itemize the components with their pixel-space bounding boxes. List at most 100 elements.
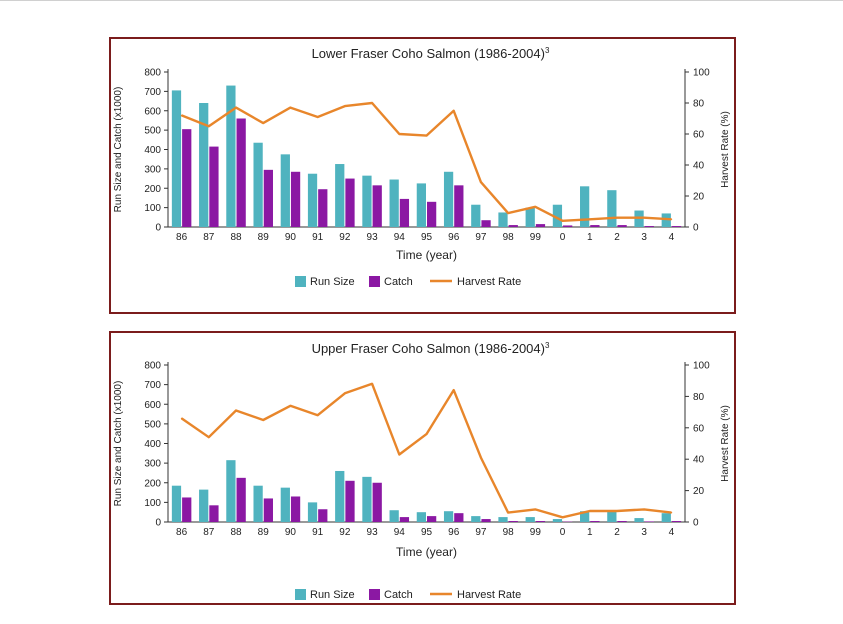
harvest-rate-point [534, 508, 537, 511]
y2-tick-label: 100 [693, 68, 710, 79]
y-axis-label: Run Size and Catch (x1000) [113, 87, 124, 213]
catch-bar [535, 521, 546, 522]
run-size-bar [580, 186, 590, 227]
upper-fraser-chart: Upper Fraser Coho Salmon (1986-2004)3010… [113, 341, 731, 601]
run-size-bar [498, 517, 508, 522]
harvest-rate-point [588, 218, 591, 221]
harvest-rate-point [507, 511, 509, 514]
y-tick-label: 800 [144, 68, 161, 79]
x-tick-label: 97 [475, 232, 487, 243]
harvest-rate-point [480, 181, 482, 183]
catch-bar [481, 519, 491, 522]
harvest-rate-point [262, 122, 265, 124]
y-tick-label: 300 [144, 459, 161, 470]
legend-harvest-rate-label: Harvest Rate [457, 589, 521, 601]
legend-catch-swatch [369, 589, 380, 600]
harvest-rate-point [235, 409, 237, 412]
run-size-bar [199, 489, 209, 522]
harvest-rate-point [588, 510, 591, 512]
catch-bar [345, 480, 355, 522]
run-size-bar [498, 212, 508, 227]
run-size-bar [389, 510, 399, 522]
catch-bar [508, 225, 518, 227]
y2-tick-label: 20 [693, 192, 705, 203]
y-tick-label: 800 [144, 361, 161, 372]
run-size-bar [525, 207, 535, 227]
run-size-bar [607, 511, 617, 522]
legend: Run Size Catch Harvest Rate [295, 589, 521, 601]
run-size-bar [443, 511, 454, 522]
harvest-rate-point [670, 218, 673, 221]
x-tick-label: 97 [475, 527, 487, 538]
x-tick-label: 3 [641, 527, 647, 538]
top-divider [0, 0, 843, 1]
catch-bar [209, 505, 219, 522]
y2-tick-label: 80 [693, 99, 705, 110]
catch-bar [508, 521, 518, 522]
x-tick-label: 86 [176, 232, 188, 243]
run-size-bar [471, 204, 481, 227]
chart-title-superscript: 3 [545, 341, 550, 350]
run-size-bar [607, 190, 617, 227]
catch-bar [372, 185, 382, 227]
x-tick-label: 95 [421, 527, 433, 538]
x-tick-label: 96 [448, 232, 460, 243]
run-size-bar [580, 511, 590, 522]
harvest-rate-point [616, 216, 618, 219]
run-size-bar [362, 476, 372, 522]
catch-bar [644, 521, 654, 522]
run-size-bar [171, 485, 182, 522]
y-tick-label: 300 [144, 164, 161, 175]
harvest-rate-point [289, 106, 292, 109]
y-tick-label: 700 [144, 380, 161, 391]
x-tick-label: 98 [503, 232, 515, 243]
catch-bar [290, 171, 301, 227]
y2-tick-label: 60 [693, 130, 705, 141]
x-tick-label: 4 [669, 232, 675, 243]
y2-tick-label: 60 [693, 423, 705, 434]
x-tick-label: 1 [587, 232, 593, 243]
catch-bar [590, 521, 600, 522]
catch-bar [535, 224, 546, 227]
run-size-bar [661, 513, 671, 522]
x-tick-label: 3 [641, 232, 647, 243]
run-size-bar [253, 142, 263, 227]
y2-tick-label: 40 [693, 455, 705, 466]
catch-bar [209, 146, 219, 227]
catch-bar [644, 226, 654, 227]
harvest-rate-point [452, 109, 455, 112]
run-size-bar [416, 183, 426, 227]
run-size-bar [552, 519, 563, 522]
x-tick-label: 95 [421, 232, 433, 243]
catch-bar [671, 226, 682, 227]
harvest-rate-point [561, 220, 564, 222]
run-size-bar [389, 179, 399, 227]
catch-bar [617, 521, 627, 522]
run-size-bar [552, 204, 563, 227]
x-tick-label: 87 [203, 232, 215, 243]
x-tick-label: 0 [560, 232, 566, 243]
catch-bar [427, 201, 437, 227]
catch-bar [345, 178, 355, 227]
run-size-bar [199, 103, 209, 227]
x-tick-label: 2 [614, 527, 620, 538]
catch-bar [399, 517, 410, 522]
y-tick-label: 200 [144, 478, 161, 489]
catch-bar [182, 497, 192, 522]
y-tick-label: 400 [144, 439, 161, 450]
harvest-rate-point [452, 389, 455, 391]
chart-title-superscript: 3 [545, 46, 550, 55]
harvest-rate-point [371, 102, 373, 104]
harvest-rate-point [180, 417, 183, 420]
run-size-bar [226, 460, 236, 522]
x-tick-label: 91 [312, 527, 324, 538]
y-tick-label: 500 [144, 419, 161, 430]
catch-bar [263, 169, 273, 227]
catch-bar [563, 225, 573, 227]
run-size-bar [335, 470, 345, 522]
y-tick-label: 100 [144, 203, 161, 214]
catch-bar [617, 225, 627, 227]
y-tick-label: 600 [144, 106, 161, 117]
x-axis-label: Time (year) [396, 248, 457, 262]
legend-run-size-label: Run Size [310, 589, 355, 601]
